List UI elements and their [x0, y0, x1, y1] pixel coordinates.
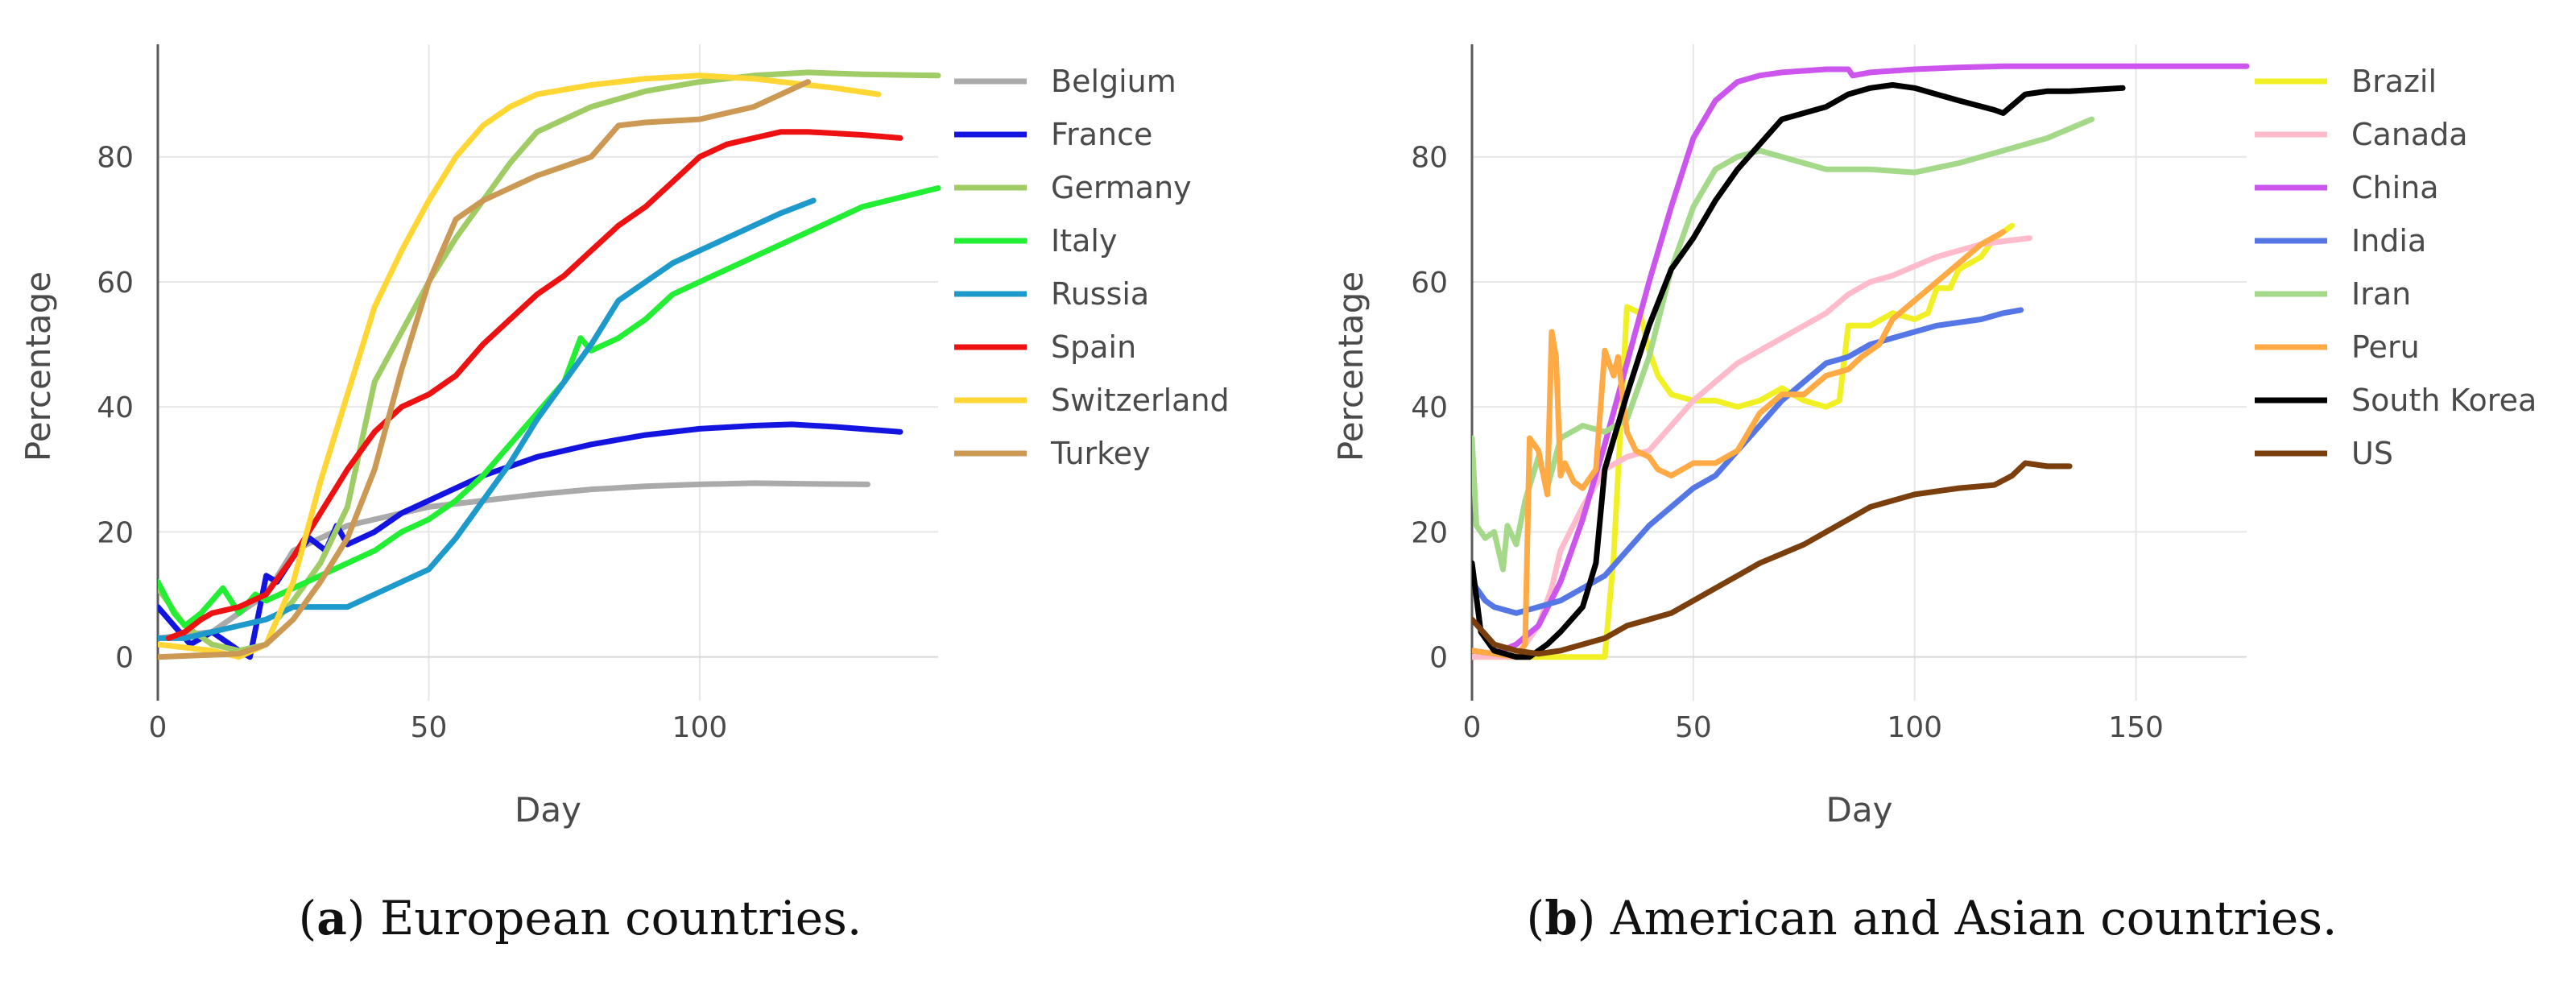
series-line-peru — [1472, 229, 2007, 660]
series-line-russia — [158, 197, 817, 641]
y-tick-label: 20 — [97, 516, 134, 549]
series-line-germany — [158, 69, 941, 654]
legend-label-switzerland: Switzerland — [1051, 383, 1230, 418]
series-line-switzerland — [158, 72, 882, 660]
series-line-france — [158, 421, 903, 660]
caption-text: ) European countries. — [347, 891, 862, 946]
caption-paren-open: ( — [299, 891, 317, 946]
caption-letter: b — [1544, 891, 1577, 946]
y-axis-label: Percentage — [1331, 271, 1371, 461]
x-tick-label: 0 — [1463, 711, 1482, 744]
y-tick-label: 80 — [1411, 142, 1448, 175]
legend-label-italy: Italy — [1051, 223, 1117, 259]
legend-label-south-korea: South Korea — [2351, 383, 2537, 418]
y-tick-label: 80 — [97, 142, 134, 175]
y-tick-label: 0 — [115, 642, 134, 675]
series-line-spain — [166, 129, 903, 641]
legend-label-belgium: Belgium — [1051, 64, 1176, 99]
series-line-us — [1472, 460, 2073, 657]
x-tick-label: 100 — [1887, 711, 1942, 744]
y-tick-label: 0 — [1429, 642, 1448, 675]
legend-label-germany: Germany — [1051, 170, 1192, 205]
x-axis-label: Day — [1826, 790, 1893, 830]
y-tick-label: 40 — [1411, 391, 1448, 424]
series-group — [158, 69, 941, 660]
x-tick-label: 50 — [1675, 711, 1712, 744]
legend-label-canada: Canada — [2351, 117, 2468, 152]
legend-label-spain: Spain — [1051, 329, 1136, 365]
series-line-canada — [1472, 235, 2033, 660]
x-tick-label: 0 — [149, 711, 167, 744]
caption-text: ) American and Asian countries. — [1577, 891, 2338, 946]
y-tick-label: 60 — [97, 267, 134, 300]
caption-letter: a — [316, 891, 347, 946]
series-line-iran — [1472, 116, 2095, 573]
legend-label-us: US — [2351, 436, 2393, 471]
panel-caption: (b) American and Asian countries. — [1527, 891, 2338, 946]
y-tick-label: 20 — [1411, 516, 1448, 549]
series-line-south-korea — [1472, 82, 2126, 660]
x-tick-label: 150 — [2108, 711, 2164, 744]
legend-label-china: China — [2351, 170, 2439, 205]
legend-label-turkey: Turkey — [1050, 436, 1151, 471]
legend-label-iran: Iran — [2351, 276, 2411, 312]
caption-paren-open: ( — [1527, 891, 1545, 946]
legend-label-france: France — [1051, 117, 1152, 152]
series-line-china — [1472, 63, 2250, 657]
panel-a-european: 0 20 40 60 80 0 50 100 Percentage Day Belgium Franc… — [19, 44, 1230, 946]
series-line-belgium — [158, 480, 870, 641]
panel-caption: (a) European countries. — [299, 891, 862, 946]
legend-label-brazil: Brazil — [2351, 64, 2437, 99]
x-axis-label: Day — [515, 790, 581, 830]
y-axis-label: Percentage — [19, 271, 58, 461]
legend-label-india: India — [2351, 223, 2426, 259]
series-line-italy — [158, 185, 941, 629]
y-tick-label: 60 — [1411, 267, 1448, 300]
legend-label-peru: Peru — [2351, 329, 2420, 365]
legend-label-russia: Russia — [1051, 276, 1149, 312]
y-tick-label: 40 — [97, 391, 134, 424]
x-tick-label: 100 — [672, 711, 728, 744]
x-tick-label: 50 — [411, 711, 448, 744]
series-group — [1472, 63, 2250, 660]
panel-b-american-asian: 0 20 40 60 80 0 50 100 150 Percentage Day Brazil Can… — [1331, 44, 2537, 946]
series-line-turkey — [158, 79, 811, 660]
